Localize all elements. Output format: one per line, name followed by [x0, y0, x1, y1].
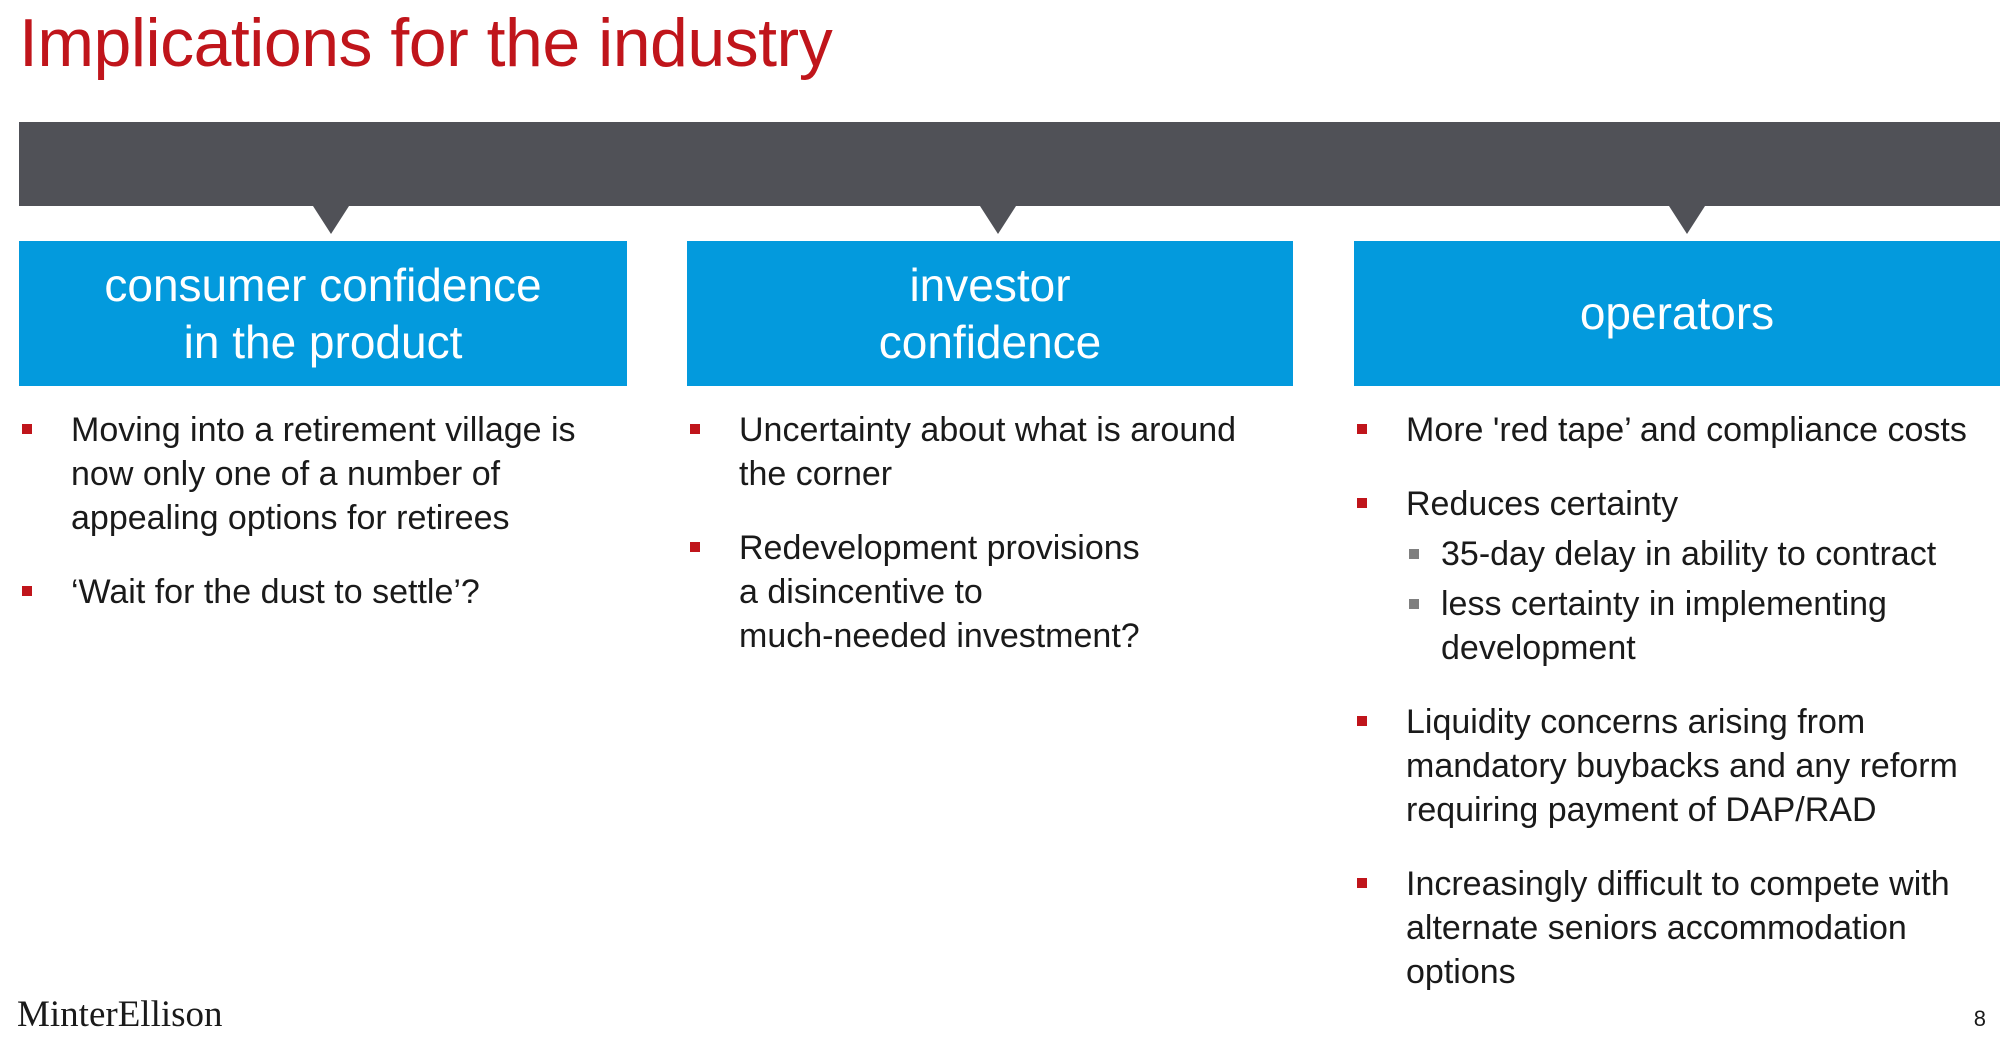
bullet-item: Increasingly difficult to compete with a…	[1354, 862, 2000, 994]
bullet-line: requiring payment of DAP/RAD	[1406, 791, 1877, 829]
bullet-line: More 'red tape’ and compliance costs	[1406, 411, 1967, 449]
impact-bar	[19, 122, 2000, 206]
sub-bullet-text: less certainty in implementing developme…	[1441, 582, 2000, 670]
square-bullet-icon	[1357, 716, 1367, 726]
bullet-line: Moving into a retirement village is	[71, 411, 576, 449]
bullet-text: Reduces certainty	[1406, 482, 2000, 526]
column-header-operators: operators	[1354, 241, 2000, 386]
page-number: 8	[1973, 1006, 1986, 1031]
sub-bullet-line: less certainty in implementing	[1441, 585, 1887, 623]
impact-pointer-consumer	[313, 206, 349, 234]
column-header-line: investor	[909, 258, 1071, 311]
impact-pointer-operators	[1669, 206, 1705, 234]
column-body-investor-confidence: Uncertainty about what is around the cor…	[687, 408, 1293, 688]
bullet-line: Reduces certainty	[1406, 485, 1679, 523]
impact-label: Impact on …	[869, 16, 1131, 68]
sub-bullet-item: 35-day delay in ability to contract	[1406, 532, 2000, 576]
bullet-line: Increasingly difficult to compete with	[1406, 865, 1950, 903]
square-bullet-icon	[22, 424, 32, 434]
bullet-item: Moving into a retirement village is now …	[19, 408, 627, 540]
bullet-item: Redevelopment provisions a disincentive …	[687, 526, 1293, 658]
bullet-line: Uncertainty about what is around	[739, 411, 1237, 449]
square-bullet-icon	[690, 542, 700, 552]
bullet-line: the corner	[739, 455, 893, 493]
square-bullet-icon	[1357, 498, 1367, 508]
bullet-item: More 'red tape’ and compliance costs	[1354, 408, 2000, 452]
slide-title: Implications for the industry	[19, 5, 833, 81]
column-header-line: confidence	[878, 315, 1102, 368]
bullet-item: Liquidity concerns arising from mandator…	[1354, 700, 2000, 832]
square-bullet-icon	[1357, 878, 1367, 888]
column-header-line: in the product	[183, 315, 463, 368]
column-body-operators: More 'red tape’ and compliance costs Red…	[1354, 408, 2000, 1024]
bullet-text: Redevelopment provisions a disincentive …	[739, 526, 1293, 658]
sub-bullet-line: development	[1441, 629, 1636, 667]
grey-square-bullet-icon	[1409, 599, 1419, 609]
square-bullet-icon	[1357, 424, 1367, 434]
bullet-text: Uncertainty about what is around the cor…	[739, 408, 1293, 496]
minterellison-logo: MinterEllison	[17, 994, 223, 1035]
bullet-text: Increasingly difficult to compete with a…	[1406, 862, 2000, 994]
grey-square-bullet-icon	[1409, 549, 1419, 559]
sub-bullet-list: 35-day delay in ability to contract less…	[1406, 532, 2000, 670]
column-header-line: consumer confidence	[104, 258, 542, 311]
bullet-line: options	[1406, 953, 1516, 991]
bullet-line: Redevelopment provisions	[739, 529, 1140, 567]
square-bullet-icon	[22, 586, 32, 596]
bullet-line: alternate seniors accommodation	[1406, 909, 1907, 947]
bullet-text: More 'red tape’ and compliance costs	[1406, 408, 2000, 452]
bullet-text: Moving into a retirement village is now …	[71, 408, 627, 540]
bullet-text: ‘Wait for the dust to settle’?	[71, 570, 627, 614]
bullet-line: much-needed investment?	[739, 617, 1140, 655]
bullet-line: a disincentive to	[739, 573, 983, 611]
bullet-line: mandatory buybacks and any reform	[1406, 747, 1958, 785]
column-header-consumer-confidence: consumer confidence in the product	[19, 241, 627, 386]
sub-bullet-text: 35-day delay in ability to contract	[1441, 532, 2000, 576]
column-header-line: operators	[1579, 287, 1775, 339]
bullet-item: Uncertainty about what is around the cor…	[687, 408, 1293, 496]
column-header-investor-confidence: investor confidence	[687, 241, 1293, 386]
sub-bullet-item: less certainty in implementing developme…	[1406, 582, 2000, 670]
bullet-line: now only one of a number of	[71, 455, 501, 493]
sub-bullet-line: 35-day delay in ability to contract	[1441, 535, 1937, 573]
bullet-line: Liquidity concerns arising from	[1406, 703, 1866, 741]
bullet-line: ‘Wait for the dust to settle’?	[71, 573, 480, 611]
square-bullet-icon	[690, 424, 700, 434]
impact-pointer-investor	[980, 206, 1016, 234]
bullet-line: appealing options for retirees	[71, 499, 510, 537]
column-body-consumer-confidence: Moving into a retirement village is now …	[19, 408, 627, 644]
bullet-item: Reduces certainty 35-day delay in abilit…	[1354, 482, 2000, 670]
bullet-item: ‘Wait for the dust to settle’?	[19, 570, 627, 614]
bullet-text: Liquidity concerns arising from mandator…	[1406, 700, 2000, 832]
